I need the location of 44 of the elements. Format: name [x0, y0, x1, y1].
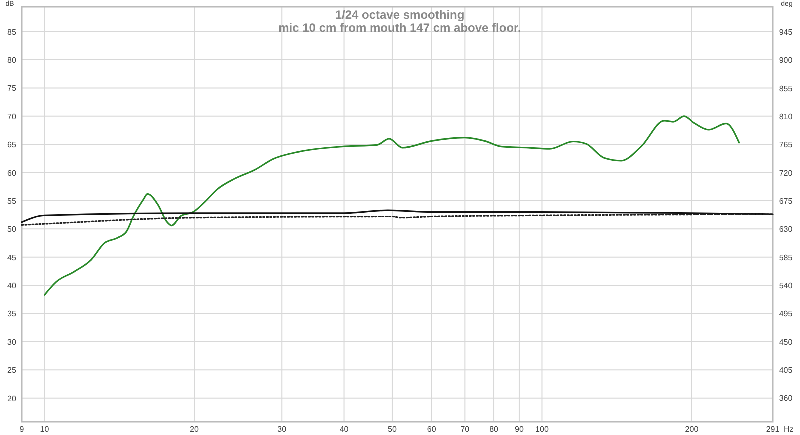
y-tick-label: 30 [8, 338, 17, 347]
y2-tick-label: 405 [779, 366, 794, 376]
x-tick-label: 200 [685, 425, 700, 434]
y2-tick-label: 945 [779, 28, 794, 38]
x-tick-label: 70 [460, 425, 470, 434]
y2-tick-label: 720 [779, 168, 794, 178]
y-tick-label: 35 [8, 310, 17, 319]
y2-tick-label: 675 [779, 197, 794, 206]
y-tick-label: 50 [8, 225, 17, 234]
y-tick-label: 85 [8, 28, 17, 37]
x-tick-label: 20 [190, 425, 200, 434]
x-tick-label: 50 [388, 425, 398, 434]
x-tick-label: 100 [536, 425, 550, 434]
y-tick-label: 25 [8, 366, 17, 376]
y2-tick-label: 495 [779, 310, 794, 319]
y-tick-label: 40 [8, 282, 17, 291]
x-tick-label: 60 [427, 425, 437, 434]
y-tick-label: 20 [8, 394, 17, 404]
y2-tick-label: 810 [779, 112, 794, 122]
y-tick-label: 45 [8, 253, 17, 262]
text: mic 10 cm from mouth 147 cm above floor. [278, 21, 522, 35]
x-tick-label: 291 [766, 425, 780, 434]
y-tick-label: 55 [8, 196, 17, 206]
x-tick-label: 90 [515, 425, 524, 434]
x-tick-label: 10 [40, 425, 50, 434]
y-tick-label: 75 [8, 84, 17, 94]
y2-tick-label: 450 [779, 338, 794, 347]
y2-tick-label: 630 [779, 225, 794, 234]
y2-tick-label: 360 [779, 394, 794, 404]
y-tick-label: 70 [8, 112, 17, 122]
y2-tick-label: 900 [779, 56, 794, 66]
y-tick-label: 65 [8, 140, 17, 150]
x-tick-label: 9 [20, 425, 25, 434]
y2-tick-label: 855 [779, 84, 794, 94]
x-tick-label: 40 [340, 425, 350, 434]
y-tick-label: 80 [8, 56, 17, 66]
chart-title: 1/24 octave smoothing [335, 8, 465, 22]
y2-tick-label: 765 [779, 140, 794, 150]
y-tick-label: 60 [8, 168, 17, 178]
y2-tick-label: 585 [779, 253, 794, 262]
x-axis-title: Hz [784, 425, 794, 434]
x-tick-label: 80 [490, 425, 500, 434]
y2-tick-label: 540 [779, 282, 794, 291]
x-tick-label: 30 [278, 425, 288, 434]
